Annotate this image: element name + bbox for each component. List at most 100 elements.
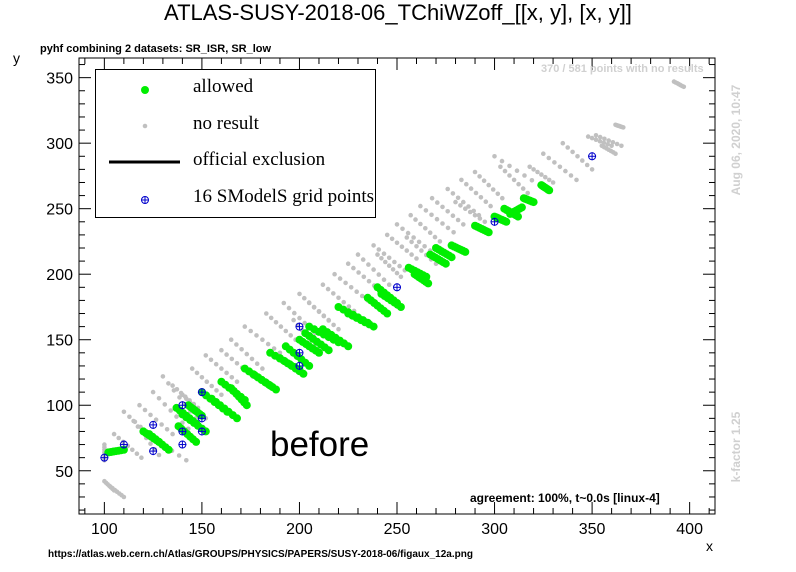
no-result-point: [302, 320, 308, 326]
no-result-point: [478, 195, 484, 200]
no-result-point: [321, 313, 327, 319]
no-result-point: [209, 383, 214, 389]
no-result-point: [389, 236, 395, 242]
legend-entry-official-exclusion: official exclusion: [96, 143, 375, 179]
no-result-point: [288, 333, 294, 338]
no-result-point: [189, 366, 195, 371]
no-result-point: [224, 352, 229, 357]
no-result-point: [500, 195, 505, 201]
no-result-point: [219, 366, 224, 371]
no-result-point: [418, 221, 423, 227]
no-result-point: [405, 230, 411, 236]
no-result-point: [379, 255, 384, 261]
no-result-point: [164, 427, 170, 432]
no-result-point: [386, 255, 392, 261]
no-result-point: [445, 225, 451, 231]
no-result-point: [400, 226, 405, 232]
no-result-point: [265, 341, 271, 347]
smodels-grid-point: [393, 283, 401, 292]
no-result-point: [354, 289, 360, 295]
legend-entry-grid-points: 16 SModelS grid points: [96, 180, 375, 216]
y-tick-label: 250: [46, 202, 73, 219]
no-result-point: [336, 326, 341, 332]
no-result-point: [409, 252, 414, 257]
allowed-point: [324, 346, 333, 355]
y-axis-label: y: [13, 50, 20, 66]
no-result-point: [306, 300, 312, 306]
no-result-point: [531, 167, 536, 172]
smodels-grid-point: [178, 401, 187, 410]
no-result-point: [291, 317, 296, 323]
no-result-point: [184, 458, 189, 463]
no-result-point: [384, 232, 390, 238]
no-result-point: [248, 328, 253, 334]
no-result-point: [208, 357, 214, 363]
no-result-point: [281, 300, 287, 306]
no-result-point: [450, 191, 456, 196]
no-result-point: [459, 177, 464, 183]
no-result-point: [229, 356, 235, 362]
no-result-point: [560, 140, 566, 146]
no-result-point: [565, 145, 570, 150]
no-result-point: [156, 396, 162, 401]
no-result-point: [224, 370, 229, 376]
no-result-point: [486, 182, 492, 188]
no-result-point: [311, 305, 317, 310]
no-result-point: [273, 320, 279, 325]
no-result-point: [194, 370, 200, 376]
no-result-point: [455, 195, 461, 201]
no-result-point: [213, 361, 219, 367]
no-result-point: [376, 272, 382, 277]
smodels-grid-point: [178, 427, 187, 436]
no-result-point: [168, 408, 173, 413]
no-result-point: [429, 212, 434, 218]
no-result-point: [432, 234, 438, 240]
no-result-point: [292, 310, 297, 316]
no-result-point: [130, 447, 135, 453]
no-result-point: [219, 347, 224, 353]
no-result-point: [355, 252, 361, 257]
y-tick-label: 100: [46, 398, 73, 415]
legend-entry-allowed: allowed: [96, 70, 375, 106]
no-result-point: [404, 235, 410, 240]
no-result-point: [229, 375, 235, 380]
no-result-point: [563, 168, 568, 174]
no-result-point: [199, 375, 205, 380]
no-result-point: [376, 247, 382, 252]
no-result-point: [458, 203, 463, 208]
allowed-point: [461, 247, 470, 256]
no-result-point: [423, 208, 429, 213]
allowed-point: [233, 414, 241, 423]
y-tick-label: 150: [46, 333, 73, 350]
no-result-point: [527, 164, 532, 170]
allowed-point: [272, 385, 280, 394]
no-result-point: [242, 324, 248, 329]
no-result-point: [589, 135, 595, 141]
no-result-point: [681, 84, 687, 90]
no-result-point: [461, 199, 466, 205]
no-result-point: [495, 191, 501, 197]
no-result-point: [575, 154, 580, 159]
smodels-grid-point: [197, 414, 206, 423]
no-result-point: [170, 383, 175, 388]
no-result-point: [455, 217, 461, 223]
allowed-points: [104, 181, 554, 457]
no-result-point: [397, 263, 402, 269]
axes: 100 150 200 250 300 350 400 50 100 150 200 250 300 35…: [46, 58, 715, 538]
smodels-grid-point: [197, 427, 206, 436]
no-result-point: [375, 252, 380, 257]
x-tick-label: 250: [384, 521, 411, 538]
no-result-point: [356, 270, 361, 275]
smodels-grid-point: [149, 447, 158, 456]
allowed-point: [192, 437, 201, 446]
legend-symbol-allowed: [141, 86, 149, 94]
y-tick-label: 200: [46, 267, 73, 284]
no-result-point: [546, 155, 552, 161]
no-result-point: [137, 402, 142, 408]
no-result-point: [502, 168, 508, 174]
no-result-point: [234, 379, 240, 385]
no-result-point: [234, 361, 240, 366]
allowed-point: [441, 259, 450, 268]
no-result-point: [359, 293, 365, 299]
